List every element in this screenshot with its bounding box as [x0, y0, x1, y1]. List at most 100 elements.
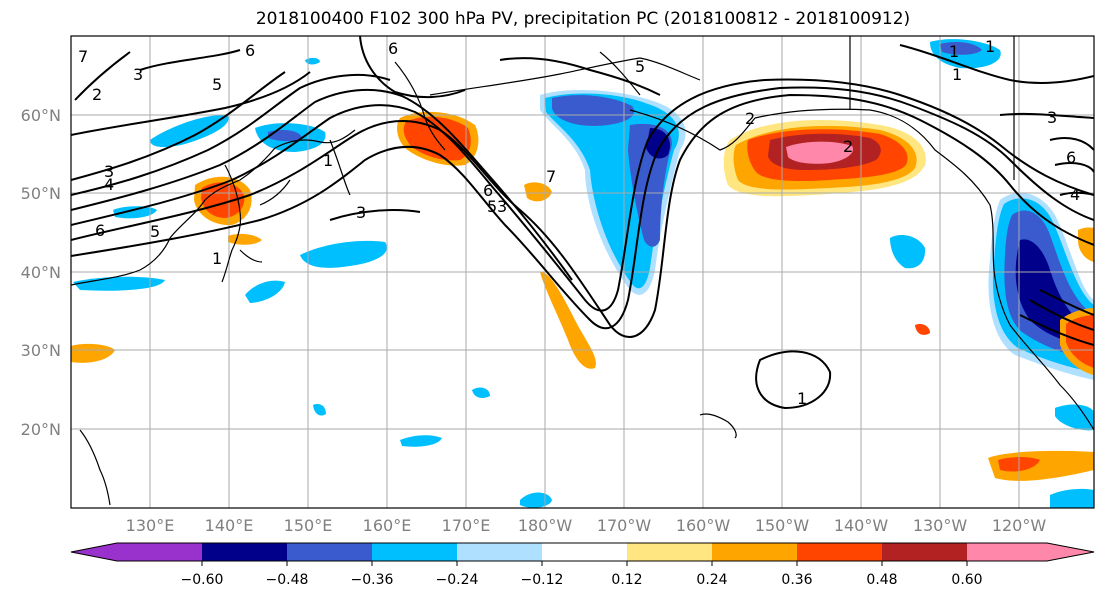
lon-label: 120°W [992, 516, 1047, 535]
colorbar-swatch [117, 543, 203, 561]
contour-label: 5 [487, 197, 497, 216]
precip-shading [71, 39, 1094, 508]
lon-label: 160°W [676, 516, 731, 535]
contour-label: 3 [497, 197, 507, 216]
pv-contours [71, 36, 1094, 410]
precip-region [113, 206, 157, 219]
contour-labels: 7 3 2 6 5 6 3 4 6 5 1 1 3 7 6 5 3 2 1 3 … [78, 37, 1080, 408]
precip-region [400, 435, 442, 447]
precip-region [540, 271, 596, 369]
contour-label: 2 [92, 85, 102, 104]
contour-label: 1 [952, 65, 962, 84]
precip-region [305, 57, 320, 65]
lon-label: 140°E [205, 516, 254, 535]
colorbar-tick-label: 0.24 [696, 572, 727, 588]
contour-label: 3 [133, 65, 143, 84]
lon-label: 130°E [126, 516, 175, 535]
colorbar-tick-label: 0.60 [951, 572, 982, 588]
precip-region [940, 42, 982, 55]
colorbar-extend-high [1047, 543, 1094, 561]
contour-label: 1 [949, 42, 959, 61]
contour-label: 7 [78, 47, 88, 66]
precip-region [300, 240, 387, 268]
colorbar-swatch [542, 543, 628, 561]
contour-label: 2 [745, 109, 755, 128]
colorbar-swatch [627, 543, 713, 561]
contour-label: 3 [356, 203, 366, 222]
contour-label: 6 [245, 41, 255, 60]
lat-label: 60°N [21, 106, 61, 125]
colorbar-tick-label: −0.24 [436, 572, 479, 588]
colorbar-tick-label: 0.12 [611, 572, 642, 588]
contour-label: 6 [388, 39, 398, 58]
precip-region [201, 182, 245, 218]
contour-label: 6 [1066, 148, 1076, 167]
precip-region [472, 387, 490, 398]
contour-label: 4 [1070, 185, 1080, 204]
colorbar-swatch [202, 543, 288, 561]
contour-label: 5 [212, 75, 222, 94]
precip-region [1078, 227, 1094, 262]
lat-label: 30°N [21, 341, 61, 360]
precip-region [646, 128, 670, 159]
map-area: 7 3 2 6 5 6 3 4 6 5 1 1 3 7 6 5 3 2 1 3 … [71, 36, 1094, 508]
lon-label: 140°W [834, 516, 889, 535]
coastlines [71, 36, 1094, 506]
contour-label: 3 [104, 162, 114, 181]
lon-label: 150°W [755, 516, 810, 535]
contour-label: 1 [212, 249, 222, 268]
contour-label: 1 [797, 389, 807, 408]
precip-region [915, 323, 930, 335]
colorbar-tick-label: −0.36 [351, 572, 394, 588]
lon-label: 170°W [597, 516, 652, 535]
colorbar-swatch [287, 543, 373, 561]
colorbar-tick-label: −0.48 [266, 572, 309, 588]
lon-label: 130°W [913, 516, 968, 535]
precip-region [552, 95, 635, 126]
contour-label: 1 [985, 37, 995, 56]
contour-label: 4 [104, 175, 114, 194]
contour-label: 6 [95, 221, 105, 240]
graticule [71, 36, 1094, 508]
precip-region [890, 235, 926, 269]
precip-region [1055, 404, 1094, 431]
precip-region [403, 116, 471, 161]
colorbar-extend-low [71, 543, 117, 561]
contour-label: 1 [323, 151, 333, 170]
figure-title: 2018100400 F102 300 hPa PV, precipitatio… [255, 9, 911, 29]
colorbar-swatch [372, 543, 458, 561]
colorbar-outline [70, 542, 1095, 562]
colorbar-tick-label: −0.60 [181, 572, 224, 588]
precip-region [1050, 488, 1094, 508]
colorbar-tick-label: 0.48 [866, 572, 897, 588]
colorbar-swatch [457, 543, 543, 561]
contour-label: 3 [1047, 108, 1057, 127]
precip-region [228, 233, 262, 245]
colorbar-swatch [712, 543, 798, 561]
lat-label: 20°N [21, 420, 61, 439]
longitude-labels: 130°E 140°E 150°E 160°E 170°E 180°W 170°… [126, 516, 1047, 535]
contour-label: 5 [635, 57, 645, 76]
colorbar-tick-label: −0.12 [521, 572, 564, 588]
colorbar-swatch [797, 543, 883, 561]
precip-region [786, 141, 854, 164]
contour-label: 2 [843, 137, 853, 156]
precip-region [268, 130, 302, 141]
lon-label: 160°E [363, 516, 412, 535]
lat-label: 50°N [21, 184, 61, 203]
map-frame [70, 35, 1095, 509]
lat-label: 40°N [21, 263, 61, 282]
contour-label: 5 [150, 222, 160, 241]
colorbar-swatch [882, 543, 968, 561]
colorbar-swatch [967, 543, 1048, 561]
colorbar-tick-label: 0.36 [781, 572, 812, 588]
precip-region [313, 404, 326, 416]
precip-region [245, 280, 285, 303]
lon-label: 150°E [284, 516, 333, 535]
contour-label: 6 [483, 181, 493, 200]
precip-region [71, 343, 115, 363]
precip-region [150, 115, 229, 148]
lon-label: 170°E [442, 516, 491, 535]
precip-region [520, 492, 552, 508]
